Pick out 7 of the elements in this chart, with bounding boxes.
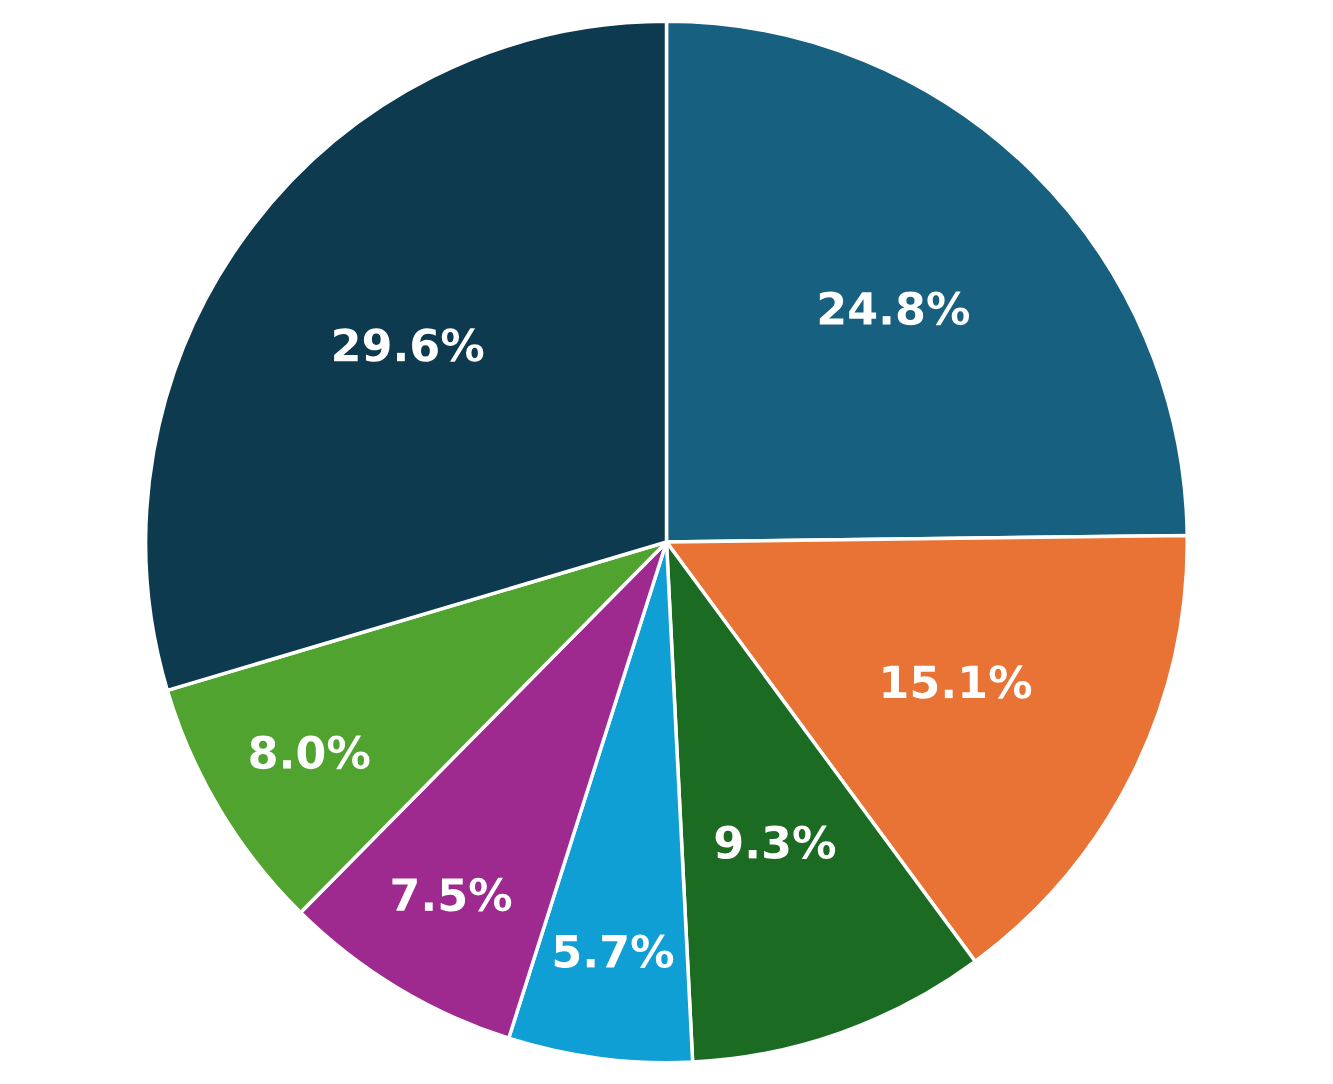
data-label: 5.7% [554,934,674,969]
data-label: 24.8% [819,291,970,326]
data-label: 7.5% [392,877,512,912]
data-label: 8.0% [250,735,370,770]
data-label: 29.6% [334,328,484,362]
data-label: 9.3% [715,825,836,860]
data-label: 15.1% [883,665,1032,699]
